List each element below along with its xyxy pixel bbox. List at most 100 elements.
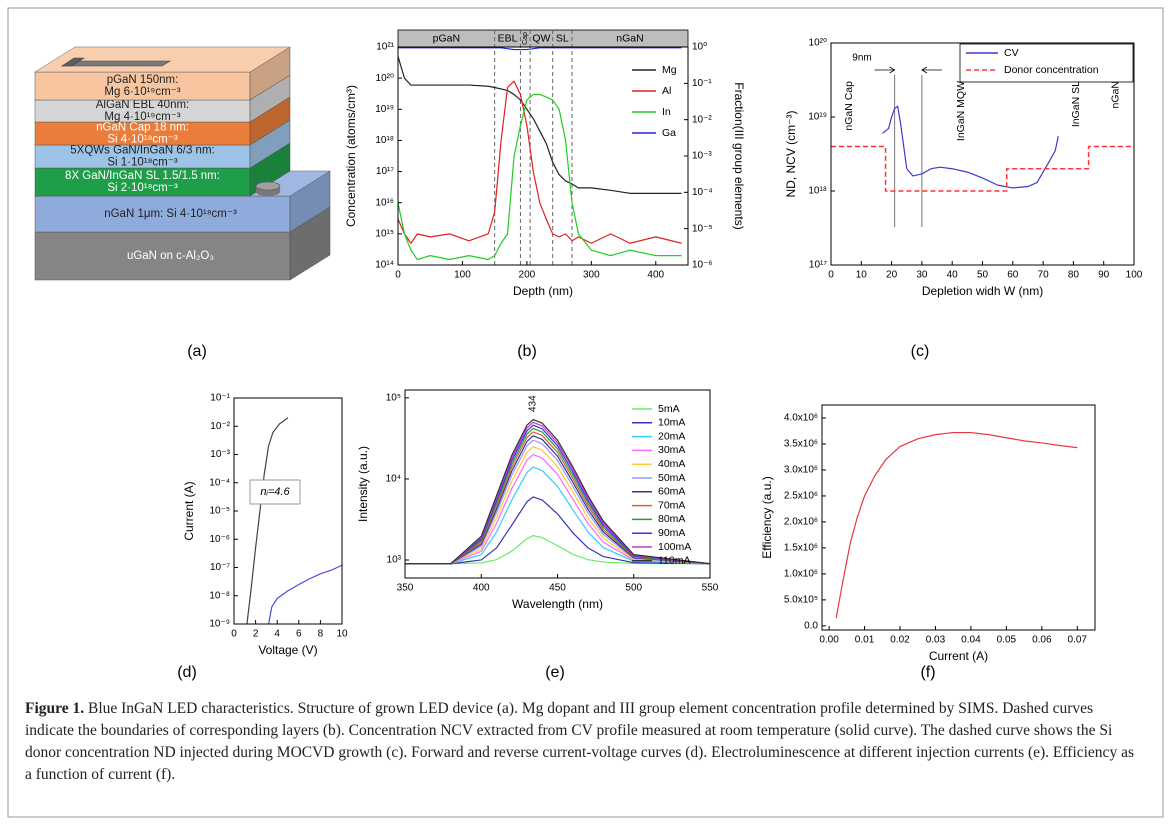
plot-frame: [821, 404, 1096, 631]
y-tick-label: 10¹⁴: [375, 260, 394, 271]
legend-label: In: [662, 106, 671, 118]
layer-label: nGaN 1μm: Si 4·10¹⁸cm⁻³: [104, 208, 237, 220]
legend-label: Al: [662, 85, 671, 97]
x-tick-label: 0: [828, 270, 834, 281]
y2-axis-label: Fraction(III group elements): [732, 82, 746, 229]
region-label: nGaN: [1110, 81, 1122, 108]
data-line: [398, 47, 682, 51]
annotation: 9nm: [852, 53, 871, 64]
x-tick-label: 0.07: [1068, 635, 1088, 646]
plot-background: [234, 398, 342, 624]
plot-background: [405, 390, 710, 578]
x-tick-label: 6: [296, 629, 302, 640]
y-tick-label: 10⁻⁸: [209, 590, 230, 601]
y-axis-label: ND, NCV (cm⁻³): [784, 111, 798, 198]
x-tick-label: 0.03: [926, 635, 946, 646]
layer-side-shade: [290, 207, 330, 280]
data-line: [882, 105, 1059, 189]
x-axis-label: Depth (nm): [513, 284, 573, 298]
y-tick-label: 10⁻⁷: [210, 562, 230, 573]
y-tick-label: 10⁻⁹: [209, 619, 230, 630]
y-tick-label: 10¹⁵: [375, 228, 394, 239]
x-tick-label: 400: [473, 583, 490, 594]
y-tick-label: 10¹⁷: [376, 166, 394, 177]
panel-label: (c): [911, 343, 930, 360]
x-tick-label: 70: [1038, 270, 1050, 281]
x-tick-label: 0.05: [997, 635, 1017, 646]
contact-disk-bottom: [256, 188, 280, 196]
x-tick-label: 40: [947, 270, 959, 281]
y-tick-label: 2.5x10⁶: [784, 491, 818, 502]
y-tick-label: 10⁻¹: [210, 393, 230, 404]
y-tick-label: 0.0: [804, 620, 818, 631]
x-tick-label: 0.01: [855, 635, 875, 646]
y-tick-label: 2.0x10⁶: [784, 517, 818, 528]
legend-label: 80mA: [658, 513, 685, 525]
y-tick-label: 10²¹: [376, 42, 394, 53]
legend-label: 30mA: [658, 444, 685, 456]
layer-side-shade: [250, 120, 290, 168]
legend-label: Ga: [662, 127, 676, 139]
x-tick-label: 0: [395, 270, 401, 281]
x-tick-label: 8: [318, 629, 324, 640]
caption: Figure 1. Blue InGaN LED characteristics…: [25, 698, 1143, 786]
legend-label: CV: [1004, 47, 1019, 59]
data-line: [405, 431, 711, 565]
figure-border: [7, 7, 1164, 818]
layer-side-shade: [250, 75, 290, 122]
legend-label: Mg: [662, 64, 677, 76]
peak-label: 434: [528, 395, 539, 412]
plot-frame: [404, 389, 711, 579]
y-tick-label: 3.5x10⁶: [784, 439, 818, 450]
region-label: InGaN SL: [1070, 81, 1082, 127]
y-tick-label: 10⁻⁴: [209, 477, 230, 488]
data-line: [835, 431, 1078, 619]
x-tick-label: 2: [253, 629, 259, 640]
panel-label: (a): [187, 343, 207, 360]
plot-frame: [397, 46, 689, 266]
data-line: [397, 80, 682, 244]
data-line: [405, 535, 711, 565]
x-tick-label: 0.04: [961, 635, 981, 646]
plot-background: [398, 47, 688, 265]
y-tick-label: 10¹⁷: [809, 260, 827, 271]
data-line: [267, 564, 343, 625]
y2-tick-label: 10⁻³: [692, 151, 712, 162]
y-tick-label: 10¹⁸: [808, 186, 827, 197]
annotation: nᵢ=4.6: [260, 486, 290, 498]
y-axis-label: Concentration (atoms/cm³): [344, 85, 358, 227]
y-tick-label: 10¹⁶: [375, 197, 394, 208]
x-tick-label: 0.00: [819, 635, 839, 646]
layer-label: Mg 4·10¹⁹cm⁻³: [104, 111, 180, 123]
layer-side-shade: [290, 171, 330, 232]
annotation-arrow: [874, 66, 896, 74]
layer-name: pGaN: [433, 32, 460, 44]
legend-label: 60mA: [658, 486, 685, 498]
layer-label: pGaN 150nm:: [107, 74, 179, 86]
y-axis-label: Efficiency (a.u.): [760, 476, 774, 558]
annotation-box: [249, 479, 301, 505]
data-line: [246, 417, 289, 625]
x-tick-label: 550: [702, 583, 719, 594]
plot-background: [822, 405, 1095, 630]
y-tick-label: 10⁻²: [210, 421, 230, 432]
x-tick-label: 4: [274, 629, 280, 640]
region-label: nGaN Cap: [843, 81, 855, 131]
y-tick-label: 10⁻³: [210, 449, 230, 460]
y2-tick-label: 10⁻⁴: [692, 187, 713, 198]
y-tick-label: 10¹⁹: [808, 112, 827, 123]
x-tick-label: 500: [625, 583, 642, 594]
y-tick-label: 10³: [387, 555, 402, 566]
panel-label: (d): [177, 664, 197, 681]
layer-label: Mg 6·10¹⁹cm⁻³: [104, 86, 180, 98]
legend-label: 100mA: [658, 541, 691, 553]
layer-label: AlGaN EBL 40nm:: [96, 99, 190, 111]
x-axis-label: Wavelength (nm): [512, 597, 603, 611]
layer-side-shade: [250, 97, 290, 145]
data-line: [405, 424, 711, 565]
plot-frame: [233, 397, 343, 625]
legend-label: 20mA: [658, 430, 685, 442]
panel-label: (f): [920, 664, 935, 681]
